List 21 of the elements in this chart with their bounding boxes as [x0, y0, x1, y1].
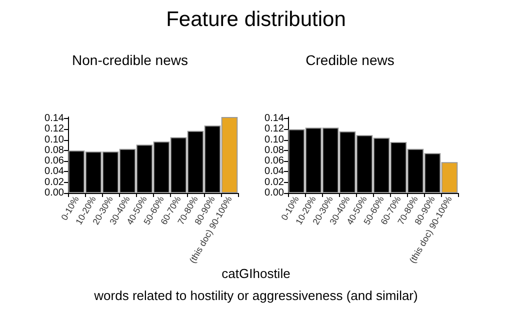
y-tick-label: 0.02 — [264, 176, 284, 188]
y-tick-label: 0.14 — [44, 113, 64, 124]
chart-title: Credible news — [306, 52, 394, 68]
y-tick-label: 0.12 — [264, 124, 284, 135]
y-tick-label: 0.02 — [44, 176, 64, 188]
chart-title: Non-credible news — [72, 52, 188, 68]
y-tick-label: 0.06 — [44, 156, 64, 167]
y-tick-label: 0.00 — [264, 188, 284, 198]
y-tick-label: 0.14 — [264, 113, 284, 124]
text: catGIhostile — [220, 266, 292, 281]
y-tick-label: 0.10 — [44, 134, 64, 146]
y-tick-label: 0.00 — [44, 188, 64, 198]
y-tick-label: 0.08 — [44, 144, 64, 156]
y-tick-label: 0.06 — [264, 156, 284, 167]
text: Feature distribution — [165, 8, 347, 32]
y-tick-label: 0.08 — [264, 144, 284, 156]
y-tick-label: 0.10 — [264, 134, 284, 146]
text: words related to hostility or aggressiveness (and similar) — [93, 288, 419, 303]
y-tick-label: 0.04 — [264, 166, 284, 178]
y-tick-label: 0.12 — [44, 124, 64, 135]
y-tick-label: 0.04 — [44, 166, 64, 178]
